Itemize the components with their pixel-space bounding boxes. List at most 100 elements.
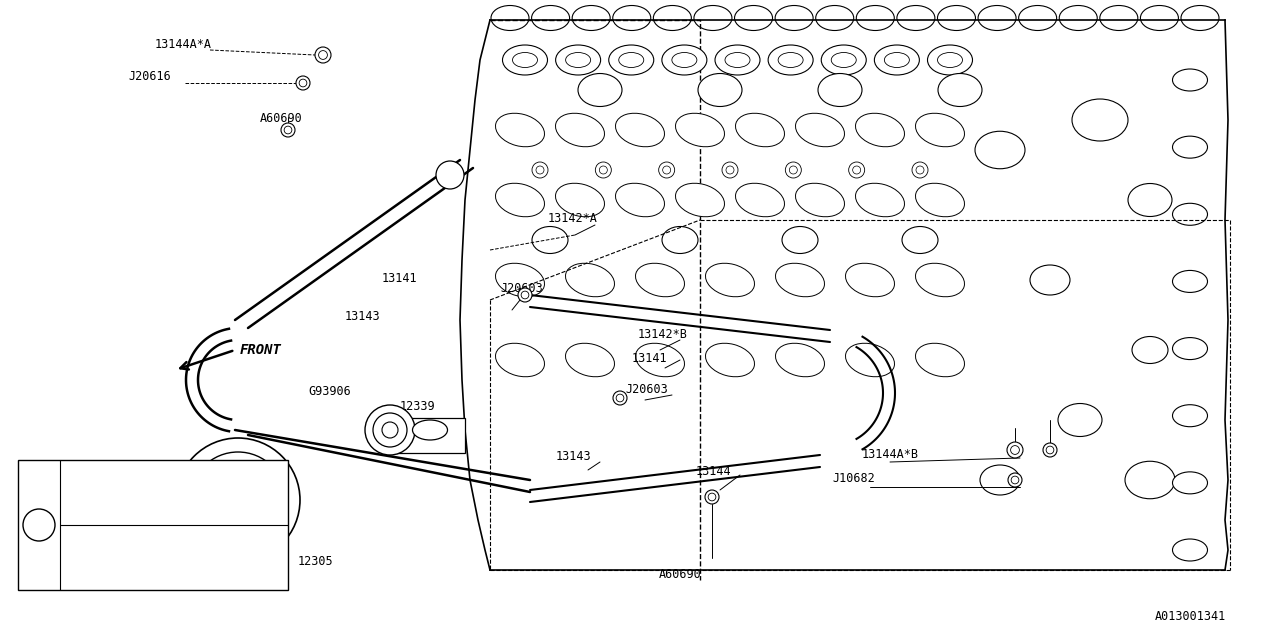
Ellipse shape <box>495 263 544 297</box>
Ellipse shape <box>662 45 707 75</box>
Ellipse shape <box>735 6 773 31</box>
Circle shape <box>532 162 548 178</box>
Ellipse shape <box>1172 69 1207 91</box>
Ellipse shape <box>698 74 742 106</box>
Ellipse shape <box>928 45 973 75</box>
Ellipse shape <box>1100 6 1138 31</box>
Ellipse shape <box>1019 6 1057 31</box>
Ellipse shape <box>1125 461 1175 499</box>
Text: 13143: 13143 <box>556 450 591 463</box>
Ellipse shape <box>609 45 654 75</box>
Ellipse shape <box>705 343 754 377</box>
Ellipse shape <box>412 420 448 440</box>
Ellipse shape <box>635 263 685 297</box>
Ellipse shape <box>915 263 965 297</box>
Circle shape <box>239 473 251 485</box>
Text: A60690: A60690 <box>260 112 303 125</box>
Ellipse shape <box>937 52 963 67</box>
Ellipse shape <box>1172 136 1207 158</box>
Circle shape <box>616 394 623 402</box>
Circle shape <box>1046 446 1053 454</box>
Ellipse shape <box>676 113 724 147</box>
Circle shape <box>372 413 407 447</box>
Circle shape <box>177 438 300 562</box>
Ellipse shape <box>503 45 548 75</box>
Ellipse shape <box>572 6 611 31</box>
Ellipse shape <box>532 227 568 253</box>
Ellipse shape <box>768 45 813 75</box>
Text: 13144A*B: 13144A*B <box>861 448 919 461</box>
Circle shape <box>300 79 307 87</box>
Ellipse shape <box>736 183 785 217</box>
Text: G93906: G93906 <box>308 385 351 398</box>
Ellipse shape <box>778 52 803 67</box>
Text: 12369: 12369 <box>183 467 219 480</box>
Ellipse shape <box>495 183 544 217</box>
Circle shape <box>284 126 292 134</box>
Ellipse shape <box>831 52 856 67</box>
Circle shape <box>436 161 465 189</box>
Text: 1: 1 <box>36 518 42 531</box>
Ellipse shape <box>938 74 982 106</box>
Ellipse shape <box>776 343 824 377</box>
Circle shape <box>708 493 716 501</box>
Ellipse shape <box>822 45 867 75</box>
Circle shape <box>705 490 719 504</box>
Ellipse shape <box>566 343 614 377</box>
Circle shape <box>790 166 797 174</box>
Circle shape <box>916 166 924 174</box>
Circle shape <box>913 162 928 178</box>
Text: 13141: 13141 <box>381 272 417 285</box>
Circle shape <box>726 166 733 174</box>
Ellipse shape <box>495 343 544 377</box>
Ellipse shape <box>915 343 965 377</box>
Bar <box>18 460 288 590</box>
Circle shape <box>296 76 310 90</box>
Circle shape <box>786 162 801 178</box>
Text: FRONT: FRONT <box>241 343 282 357</box>
Text: 1: 1 <box>447 168 453 182</box>
Circle shape <box>599 166 607 174</box>
Ellipse shape <box>653 6 691 31</box>
Text: 13141: 13141 <box>632 352 668 365</box>
Text: J20616: J20616 <box>128 70 170 83</box>
Ellipse shape <box>1181 6 1219 31</box>
Circle shape <box>154 495 163 505</box>
Ellipse shape <box>874 45 919 75</box>
Ellipse shape <box>1172 539 1207 561</box>
Ellipse shape <box>776 263 824 297</box>
Ellipse shape <box>618 52 644 67</box>
Circle shape <box>253 494 266 506</box>
Ellipse shape <box>1172 472 1207 494</box>
Circle shape <box>381 422 398 438</box>
Ellipse shape <box>694 6 732 31</box>
Ellipse shape <box>579 74 622 106</box>
Text: 13144*A〈’17MY-〉: 13144*A〈’17MY-〉 <box>68 535 188 548</box>
Text: 13142*A: 13142*A <box>548 212 598 225</box>
Ellipse shape <box>1073 99 1128 141</box>
Ellipse shape <box>1140 6 1179 31</box>
Bar <box>390 418 465 453</box>
Ellipse shape <box>815 6 854 31</box>
Circle shape <box>239 515 251 527</box>
Ellipse shape <box>978 6 1016 31</box>
Circle shape <box>282 123 294 137</box>
Ellipse shape <box>818 74 861 106</box>
Circle shape <box>319 51 328 60</box>
Ellipse shape <box>846 343 895 377</box>
Text: 12339: 12339 <box>401 400 435 413</box>
Ellipse shape <box>902 227 938 253</box>
Ellipse shape <box>566 263 614 297</box>
Ellipse shape <box>856 6 895 31</box>
Ellipse shape <box>1172 271 1207 292</box>
Ellipse shape <box>705 263 754 297</box>
Ellipse shape <box>846 263 895 297</box>
Ellipse shape <box>724 52 750 67</box>
Circle shape <box>536 166 544 174</box>
Text: A013001341: A013001341 <box>1155 610 1226 623</box>
Ellipse shape <box>1172 204 1207 225</box>
Ellipse shape <box>1172 337 1207 360</box>
Ellipse shape <box>915 113 965 147</box>
Ellipse shape <box>1172 404 1207 427</box>
Ellipse shape <box>776 6 813 31</box>
